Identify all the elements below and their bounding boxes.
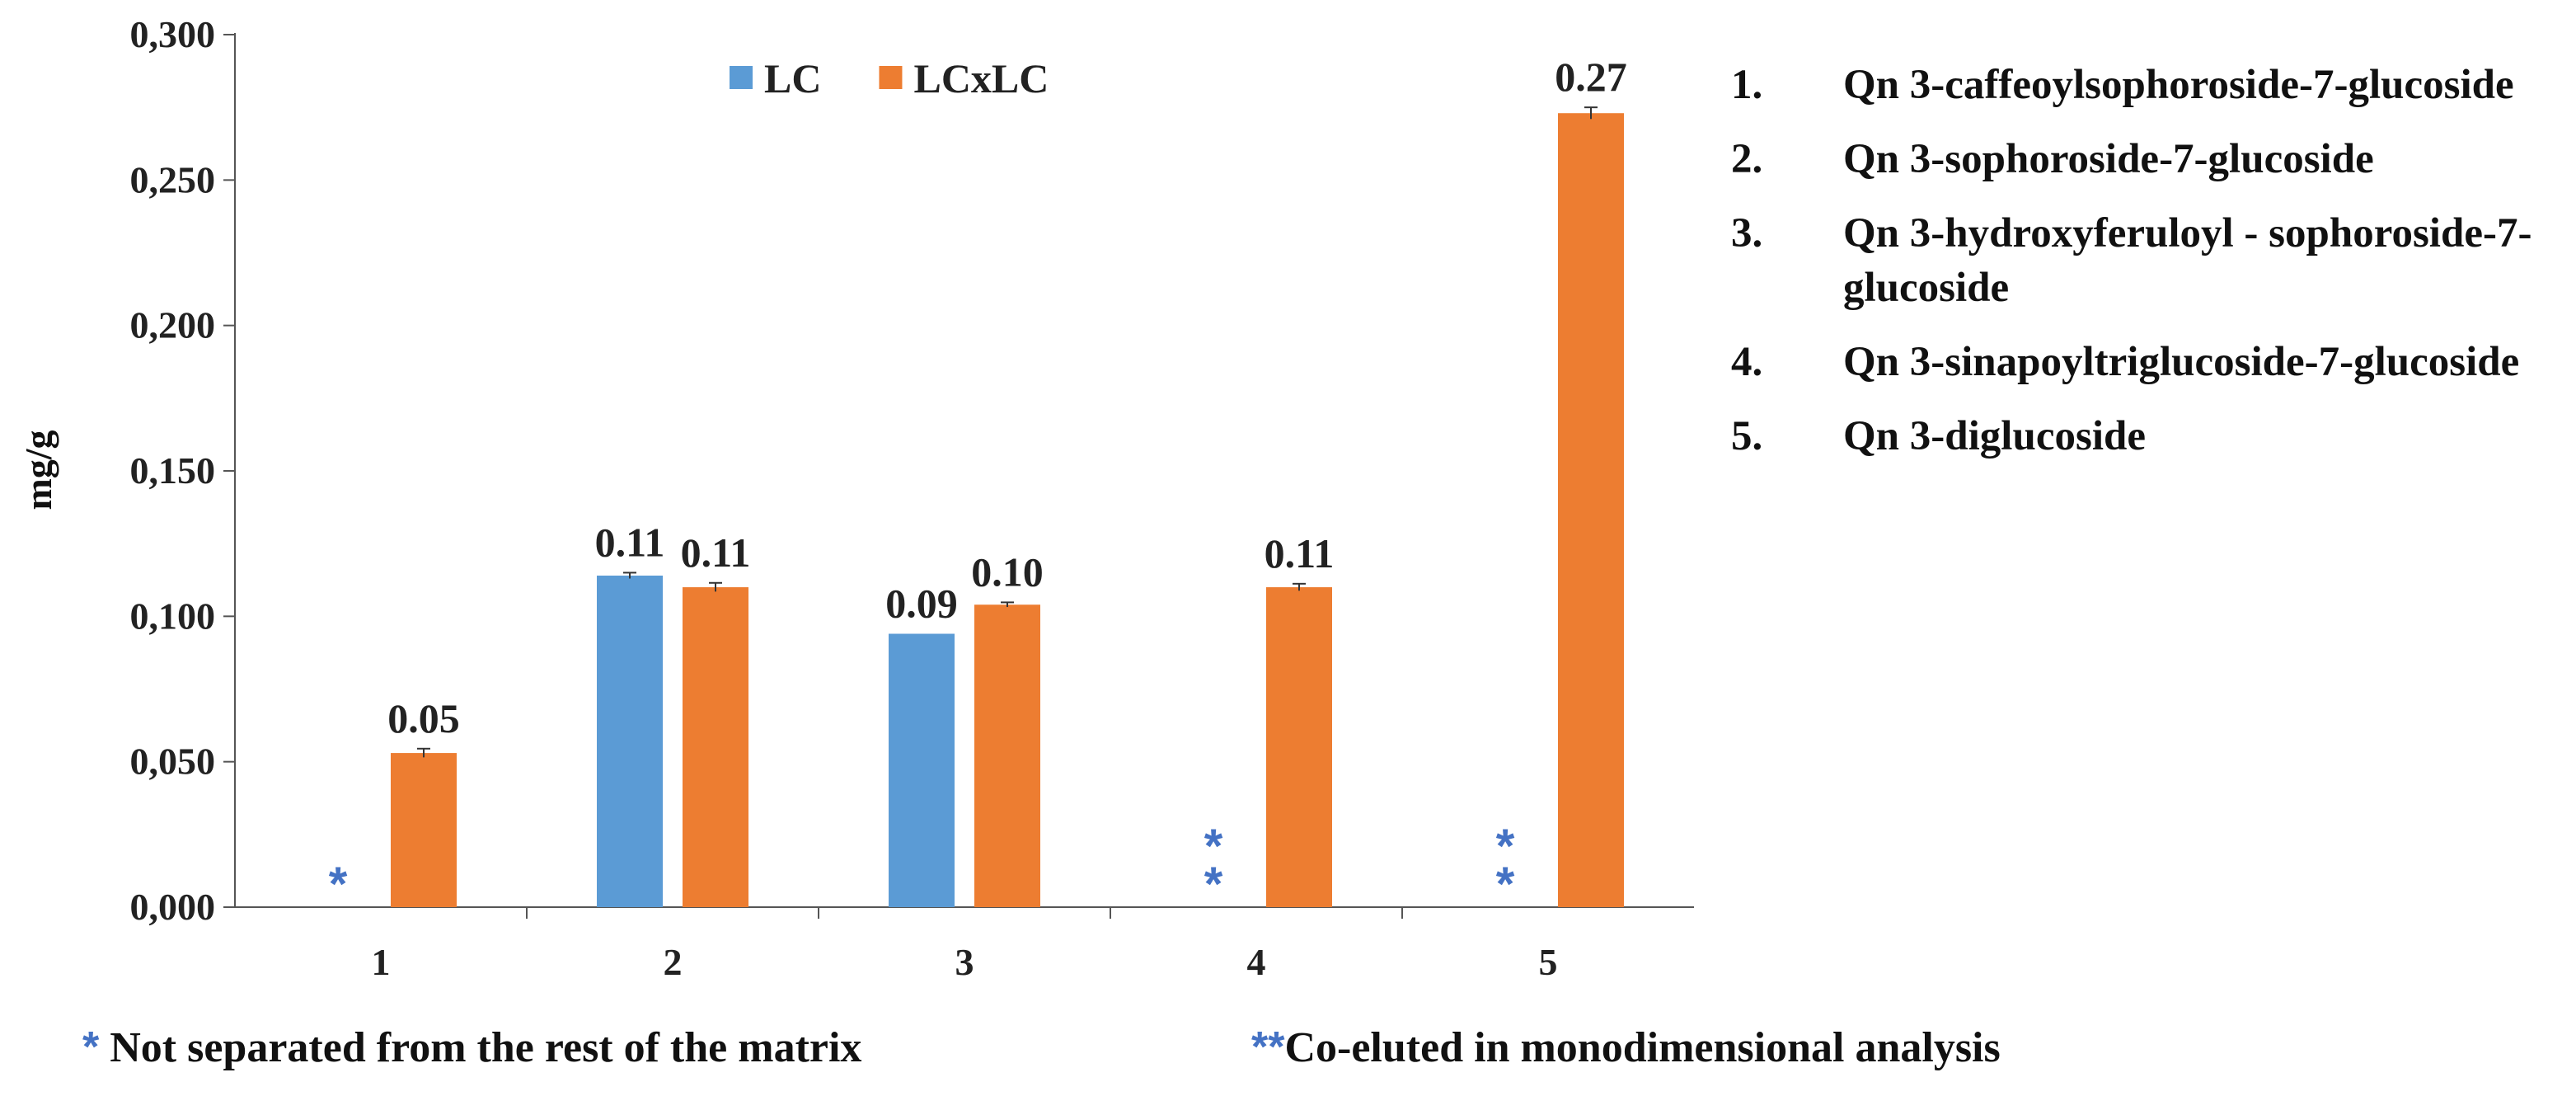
compound-number: 5. [1731, 413, 1763, 459]
asterisk-marker: * [1496, 858, 1515, 911]
compound-number: 2. [1731, 136, 1763, 182]
compound-item-1: 1. Qn 3-caffeoylsophoroside-7-glucoside [1731, 58, 2564, 112]
x-tick-label: 3 [955, 941, 974, 983]
y-tick-label: 0,250 [130, 158, 216, 200]
bar-lcxlc-1 [391, 753, 457, 907]
compound-name: Qn 3-sinapoyltriglucoside-7-glucoside [1843, 339, 2520, 385]
bar-lcxlc-5 [1558, 113, 1624, 908]
compound-number: 4. [1731, 339, 1763, 385]
data-label: 0.05 [387, 695, 460, 741]
asterisk-marker: * [1204, 858, 1223, 911]
x-tick-label: 1 [372, 941, 391, 983]
footnote-text: Not separated from the rest of the matri… [110, 1024, 862, 1071]
bar-lc-3 [889, 633, 955, 907]
data-label: 0.11 [595, 519, 665, 565]
compound-list: 1. Qn 3-caffeoylsophoroside-7-glucoside … [1731, 58, 2564, 483]
footnote-not-separated: * Not separated from the rest of the mat… [82, 1023, 861, 1072]
legend-swatch-lc [730, 66, 753, 89]
bar-lc-2 [597, 575, 663, 907]
y-tick-label: 0,050 [130, 741, 216, 783]
compound-name: Qn 3-hydroxyferuloyl - sophoroside-7-glu… [1843, 210, 2532, 311]
asterisk-marker: * [1204, 820, 1223, 873]
y-tick-label: 0,300 [130, 13, 216, 55]
legend-label-lcxlc: LCxLC [913, 55, 1049, 101]
x-tick-label: 4 [1247, 941, 1266, 983]
data-label: 0.27 [1555, 54, 1627, 100]
footnote-mark: * [82, 1023, 100, 1071]
bar-lcxlc-4 [1266, 587, 1332, 907]
bar-lcxlc-3 [974, 604, 1040, 907]
footnote-co-eluted: **Co-eluted in monodimensional analysis [1251, 1023, 2001, 1072]
compound-name: Qn 3-diglucoside [1843, 413, 2146, 459]
bar-lcxlc-2 [683, 587, 748, 907]
data-label: 0.09 [885, 580, 958, 626]
x-tick-label: 5 [1539, 941, 1558, 983]
asterisk-marker: * [329, 858, 348, 911]
compound-item-5: 5. Qn 3-diglucoside [1731, 409, 2564, 463]
legend-swatch-lcxlc [879, 66, 903, 89]
compound-name: Qn 3-caffeoylsophoroside-7-glucoside [1843, 62, 2514, 108]
asterisk-marker: * [1496, 820, 1515, 873]
compound-name: Qn 3-sophoroside-7-glucoside [1843, 136, 2374, 182]
footnote-text: Co-eluted in monodimensional analysis [1284, 1024, 2001, 1071]
compound-item-3: 3. Qn 3-hydroxyferuloyl - sophoroside-7-… [1731, 206, 2564, 315]
compound-number: 3. [1731, 210, 1763, 256]
footnote-mark: ** [1251, 1023, 1285, 1071]
y-tick-label: 0,200 [130, 304, 216, 346]
legend-label-lc: LC [764, 55, 821, 101]
y-axis-label: mg/g [17, 430, 59, 510]
data-label: 0.11 [681, 529, 751, 576]
compound-item-2: 2. Qn 3-sophoroside-7-glucoside [1731, 132, 2564, 186]
data-label: 0.10 [971, 548, 1044, 595]
data-label: 0.11 [1265, 530, 1335, 576]
legend: LC LCxLC [730, 55, 1049, 101]
y-tick-label: 0,100 [130, 595, 216, 637]
y-tick-label: 0,150 [130, 449, 216, 492]
compound-number: 1. [1731, 62, 1763, 108]
x-tick-label: 2 [664, 941, 683, 983]
compound-item-4: 4. Qn 3-sinapoyltriglucoside-7-glucoside [1731, 335, 2564, 389]
bar-chart: 0,000 0,050 0,100 0,150 0,200 0,250 0,300 1 2 3 4 5… [17, 13, 1694, 983]
y-tick-label: 0,000 [130, 886, 216, 928]
